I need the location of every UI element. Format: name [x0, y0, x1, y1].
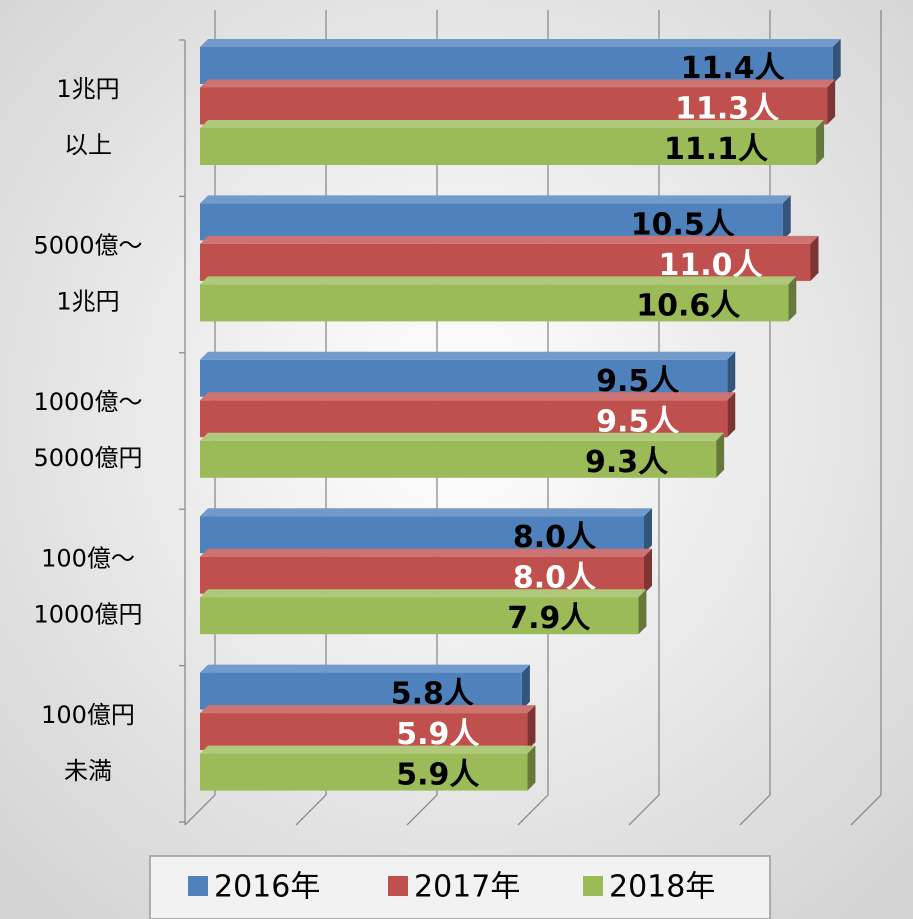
bar-side [527, 705, 536, 751]
bar-top [200, 664, 530, 673]
bar-side [727, 392, 736, 438]
legend-swatch [388, 876, 408, 896]
bar [200, 440, 717, 478]
bar-side [527, 745, 536, 791]
bar-top [200, 392, 736, 401]
bar-top [200, 351, 736, 360]
bar-top [200, 548, 652, 557]
bar-side [638, 589, 647, 635]
bar [200, 284, 789, 322]
value-label: 5.9人 [396, 758, 479, 793]
bar [200, 753, 528, 791]
value-label: 11.1人 [664, 132, 768, 167]
bar-top [200, 432, 725, 441]
bar-side [727, 351, 736, 397]
bar-side [832, 39, 841, 84]
bar-top [200, 276, 797, 285]
value-label: 10.6人 [636, 288, 740, 323]
bar [200, 516, 644, 554]
category-label: 100億～ [41, 544, 135, 572]
bar-side [521, 664, 530, 710]
legend-label: 2016年 [214, 870, 320, 905]
bar [200, 128, 817, 165]
bar [200, 203, 783, 241]
category-label: 1000億円 [33, 600, 142, 628]
bar [200, 556, 644, 594]
bar-top [200, 79, 836, 88]
legend-swatch [583, 876, 603, 896]
bar [200, 243, 811, 281]
value-label: 9.3人 [585, 445, 668, 480]
bar-top [200, 120, 825, 128]
bar-side [782, 195, 791, 241]
bar-side [644, 548, 652, 594]
category-label: 1兆円 [56, 288, 119, 316]
bar-top [200, 508, 652, 517]
category-label: 1000億～ [33, 388, 142, 416]
legend-label: 2017年 [414, 870, 520, 905]
value-label: 7.9人 [507, 601, 590, 636]
bar-top [200, 195, 791, 204]
bar-side [644, 508, 652, 554]
bar-top [200, 745, 536, 754]
bar-top [200, 39, 841, 47]
bar [200, 400, 728, 438]
bar-top [200, 589, 647, 598]
legend-box [149, 855, 771, 919]
bar-side [810, 235, 819, 281]
bar-top [200, 705, 536, 714]
bar [200, 597, 639, 635]
bar [200, 87, 828, 125]
bar-side [716, 432, 725, 478]
bar [200, 359, 728, 397]
bar-side [816, 120, 825, 165]
grid-line [850, 10, 882, 826]
category-label: 5000億円 [33, 444, 142, 472]
bar [200, 713, 528, 751]
category-label: 未満 [64, 757, 112, 785]
legend-swatch [188, 876, 208, 896]
category-label: 100億円 [41, 701, 135, 729]
legend-label: 2018年 [609, 870, 715, 905]
bar-top [200, 235, 819, 244]
bar-side [827, 79, 836, 125]
category-label: 以上 [64, 131, 112, 159]
bar-side [788, 276, 797, 322]
category-label: 1兆円 [56, 75, 119, 103]
category-label: 5000億～ [33, 232, 142, 260]
bar [200, 672, 522, 710]
bar [200, 47, 833, 84]
